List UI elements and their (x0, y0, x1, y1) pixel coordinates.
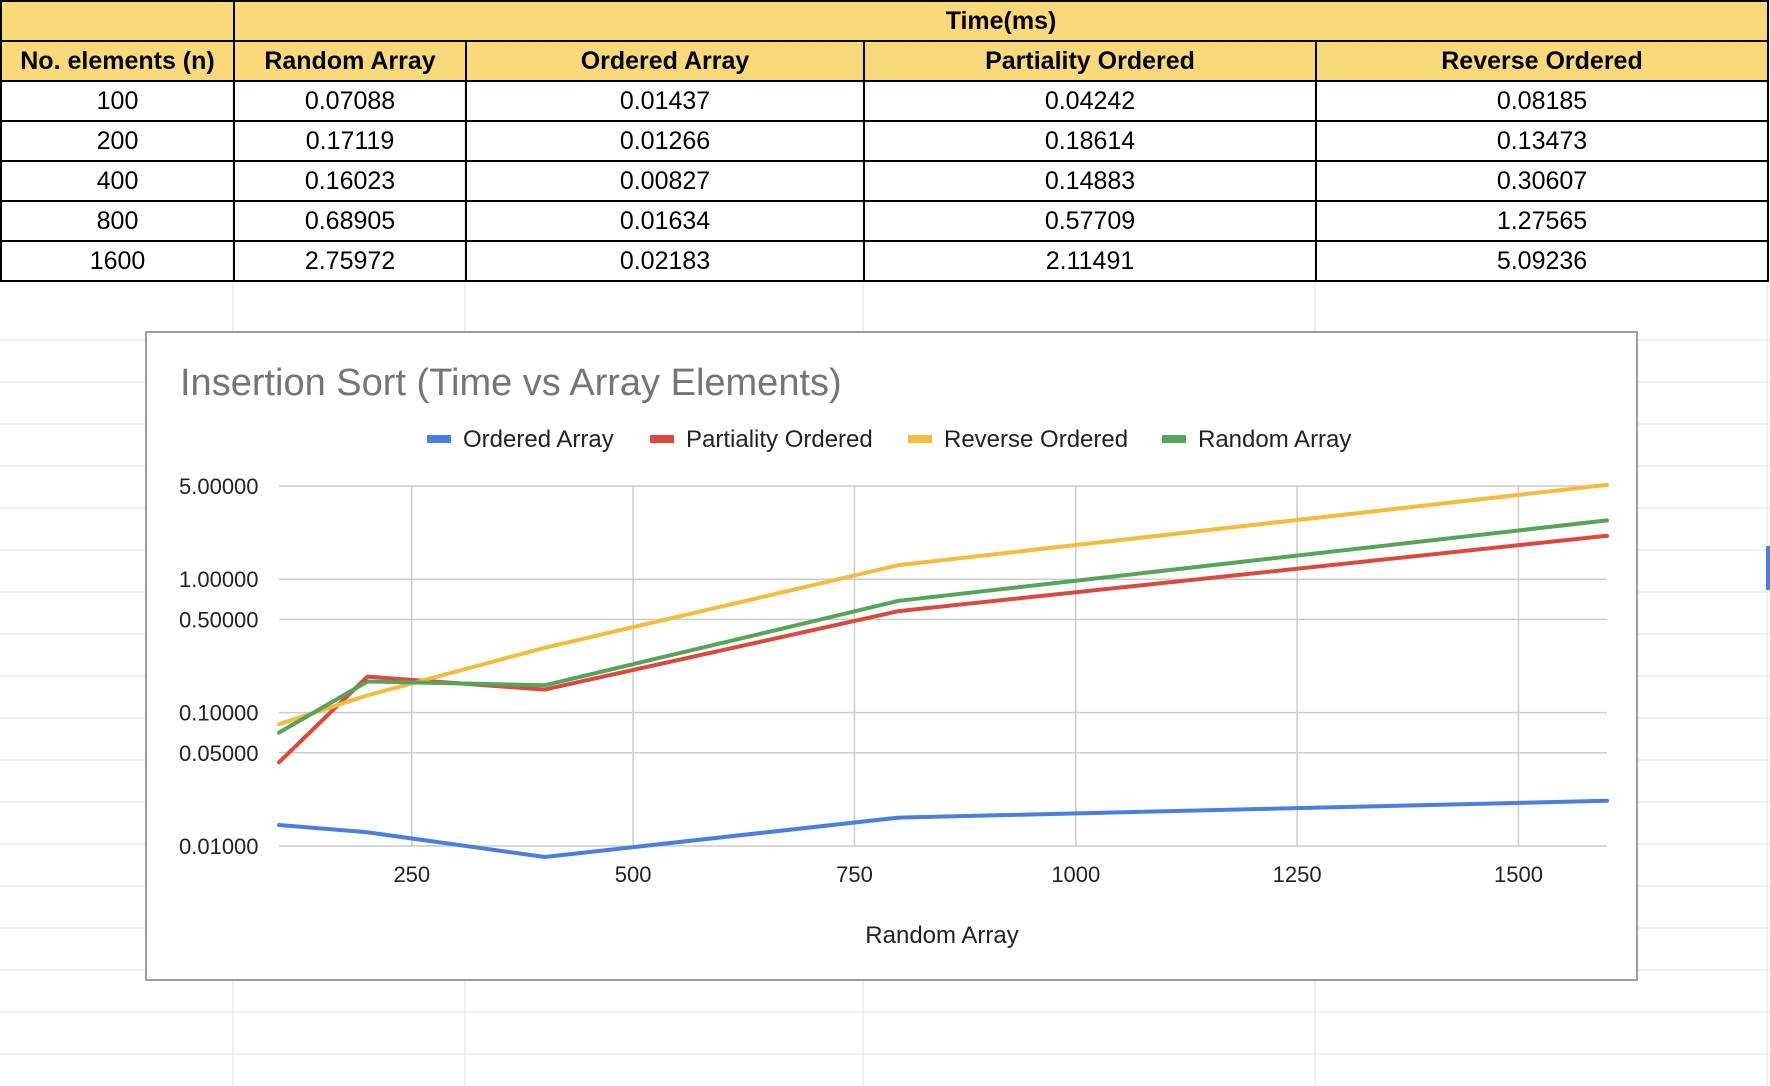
y-tick-label: 5.00000 (179, 474, 259, 499)
y-tick-label: 0.50000 (179, 607, 259, 632)
y-tick-label: 0.10000 (179, 701, 259, 726)
y-tick-label: 0.05000 (179, 741, 259, 766)
table-column-header-row: No. elements (n) Random Array Ordered Ar… (0, 40, 1769, 82)
table-cell[interactable]: 400 (0, 160, 235, 202)
table-cell[interactable]: 0.68905 (233, 200, 467, 242)
table-cell[interactable]: 0.14883 (863, 160, 1317, 202)
table-cell[interactable]: 200 (0, 120, 235, 162)
x-tick-label: 500 (615, 862, 652, 887)
table-row: 400 0.16023 0.00827 0.14883 0.30607 (0, 160, 1769, 202)
table-cell[interactable]: 0.02183 (465, 240, 865, 282)
table-row: 800 0.68905 0.01634 0.57709 1.27565 (0, 200, 1769, 242)
table-cell[interactable]: 0.04242 (863, 80, 1317, 122)
chart-title: Insertion Sort (Time vs Array Elements) (180, 362, 842, 404)
chart-ticks: 0.01000 0.05000 0.10000 0.50000 1.00000 5.000… (179, 474, 1543, 887)
legend-swatch (650, 435, 674, 443)
table-cell[interactable]: 0.01437 (465, 80, 865, 122)
y-tick-label: 1.00000 (179, 567, 259, 592)
table-cell[interactable]: 0.07088 (233, 80, 467, 122)
column-header[interactable]: Reverse Ordered (1315, 40, 1769, 82)
chart-container[interactable]: Insertion Sort (Time vs Array Elements) … (145, 331, 1638, 981)
x-tick-label: 750 (836, 862, 873, 887)
x-tick-label: 1500 (1494, 862, 1543, 887)
line-chart: Insertion Sort (Time vs Array Elements) … (179, 362, 1609, 949)
column-header[interactable]: Partiality Ordered (863, 40, 1317, 82)
column-header[interactable]: No. elements (n) (0, 40, 235, 82)
table-cell[interactable]: 0.57709 (863, 200, 1317, 242)
table-corner-cell[interactable] (0, 0, 235, 42)
y-tick-label: 0.01000 (179, 834, 259, 859)
table-cell[interactable]: 0.01634 (465, 200, 865, 242)
legend-swatch (908, 435, 932, 443)
table-cell[interactable]: 0.16023 (233, 160, 467, 202)
table-cell[interactable]: 0.17119 (233, 120, 467, 162)
series-line-ordered-array (277, 798, 1609, 859)
time-ms-header[interactable]: Time(ms) (233, 0, 1769, 42)
legend-item-label: Partiality Ordered (686, 426, 873, 453)
series-line-random-array (277, 518, 1609, 735)
legend-item-label: Random Array (1198, 426, 1351, 453)
series-line-partiality-ordered (277, 533, 1609, 765)
table-cell[interactable]: 0.18614 (863, 120, 1317, 162)
table-row: 100 0.07088 0.01437 0.04242 0.08185 (0, 80, 1769, 122)
scrollbar-thumb[interactable] (1766, 546, 1770, 590)
table-cell[interactable]: 0.08185 (1315, 80, 1769, 122)
x-tick-label: 1250 (1273, 862, 1322, 887)
x-tick-label: 250 (393, 862, 430, 887)
table-row: 200 0.17119 0.01266 0.18614 0.13473 (0, 120, 1769, 162)
x-axis-title: Random Array (865, 922, 1018, 949)
table-cell[interactable]: 100 (0, 80, 235, 122)
table-group-header-row: Time(ms) (0, 0, 1769, 42)
table-cell[interactable]: 800 (0, 200, 235, 242)
chart-legend: Ordered Array Partiality Ordered Reverse O… (427, 426, 1351, 453)
table-row: 1600 2.75972 0.02183 2.11491 5.09236 (0, 240, 1769, 282)
legend-item-label: Reverse Ordered (944, 426, 1128, 453)
column-header[interactable]: Random Array (233, 40, 467, 82)
table-cell[interactable]: 2.75972 (233, 240, 467, 282)
x-tick-label: 1000 (1051, 862, 1100, 887)
table-cell[interactable]: 5.09236 (1315, 240, 1769, 282)
table-cell[interactable]: 2.11491 (863, 240, 1317, 282)
legend-swatch (427, 435, 451, 443)
table-cell[interactable]: 0.01266 (465, 120, 865, 162)
chart-series (277, 482, 1609, 859)
legend-item-label: Ordered Array (463, 426, 614, 453)
column-header[interactable]: Ordered Array (465, 40, 865, 82)
table-cell[interactable]: 0.30607 (1315, 160, 1769, 202)
table-cell[interactable]: 0.13473 (1315, 120, 1769, 162)
legend-swatch (1162, 435, 1186, 443)
table-cell[interactable]: 0.00827 (465, 160, 865, 202)
table-cell[interactable]: 1.27565 (1315, 200, 1769, 242)
series-line-reverse-ordered (277, 482, 1609, 727)
data-table: Time(ms) No. elements (n) Random Array O… (0, 0, 1769, 282)
table-cell[interactable]: 1600 (0, 240, 235, 282)
